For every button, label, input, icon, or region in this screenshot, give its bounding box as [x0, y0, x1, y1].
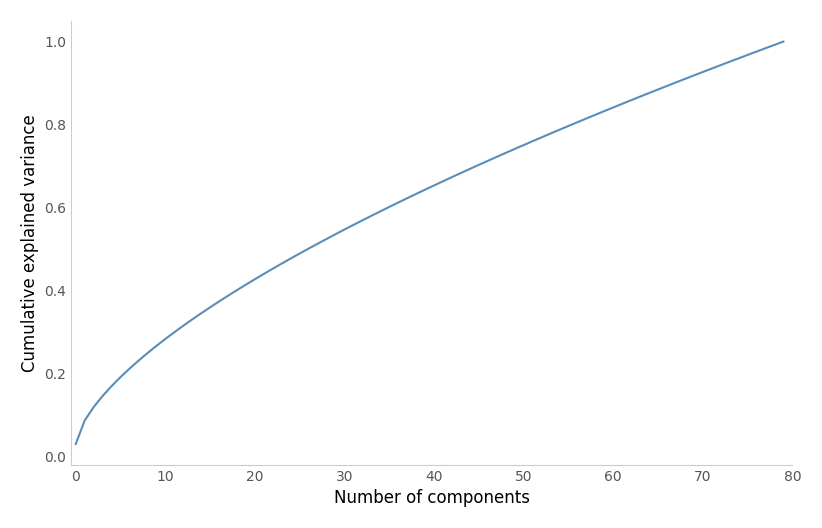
X-axis label: Number of components: Number of components [334, 489, 530, 507]
Y-axis label: Cumulative explained variance: Cumulative explained variance [21, 114, 39, 372]
